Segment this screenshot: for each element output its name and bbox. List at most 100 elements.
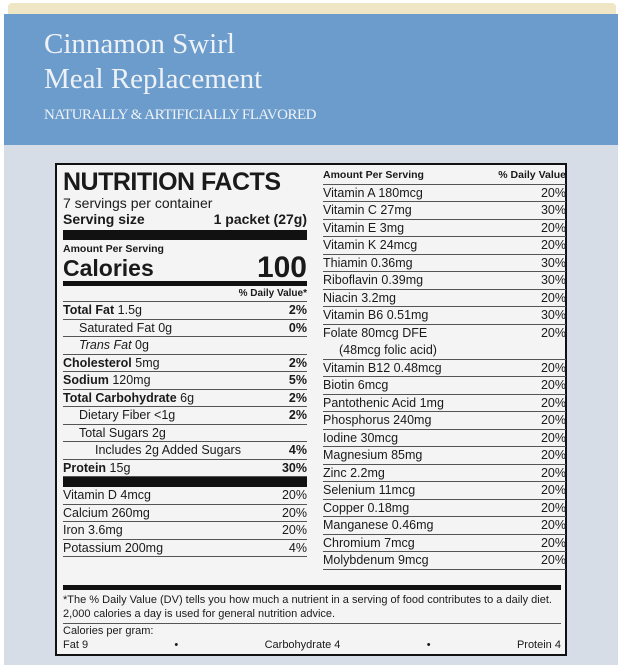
nutrient-row: Vitamin D 4mcg 20% xyxy=(63,487,307,505)
nutrient-label: Pantothenic Acid 1mg xyxy=(323,395,444,410)
daily-value: 4% xyxy=(288,540,307,555)
daily-value: 20% xyxy=(540,465,566,480)
nutrient-row: Vitamin C 27mg 30% xyxy=(323,202,566,220)
nutrient-label: Vitamin D 4mcg xyxy=(63,488,151,503)
nutrient-label: Folate 80mcg DFE xyxy=(323,326,428,341)
nutrient-label: Saturated Fat xyxy=(79,320,155,335)
nutrient-row: Riboflavin 0.39mg 30% xyxy=(323,272,566,290)
nutrient-name: Total Fat 1.5g xyxy=(63,303,142,317)
nutrient-name: Includes 2g Added Sugars xyxy=(95,443,241,457)
nutrient-label: Molybdenum 9mcg xyxy=(323,553,429,568)
nutrient-label: Chromium 7mcg xyxy=(323,535,415,550)
divider xyxy=(63,230,307,240)
nutrient-amount: 15g xyxy=(109,460,131,475)
nutrient-row: Potassium 200mg 4% xyxy=(63,540,307,557)
nutrient-amount: 0g xyxy=(135,338,149,353)
calories-value: 100 xyxy=(256,251,307,284)
daily-value: 20% xyxy=(540,448,566,463)
nutrient-row: Zinc 2.2mg 20% xyxy=(323,465,566,482)
nutrient-row: Saturated Fat 0g 0% xyxy=(63,320,307,337)
daily-value: 30% xyxy=(540,308,566,323)
nutrient-label: Riboflavin 0.39mg xyxy=(323,273,424,288)
nutrient-label: Vitamin B12 0.48mcg xyxy=(323,360,442,375)
nutrient-label: Total Fat xyxy=(63,303,115,318)
nutrient-name: Protein 15g xyxy=(63,461,130,475)
nutrient-amount: 2g xyxy=(151,425,166,440)
nutrient-label: Cholesterol xyxy=(63,355,132,370)
daily-value: 4% xyxy=(288,443,307,458)
footnote-area: *The % Daily Value (DV) tells you how mu… xyxy=(63,585,561,652)
daily-value: 2% xyxy=(288,355,307,370)
daily-value: 20% xyxy=(540,500,566,515)
nutrient-row: Iron 3.6mg 20% xyxy=(63,522,307,540)
nutrient-name: Total Carbohydrate 6g xyxy=(63,391,194,405)
nutrient-amount: 120mg xyxy=(112,373,151,388)
daily-value: 20% xyxy=(540,395,566,410)
nutrient-name: Dietary Fiber <1g xyxy=(79,408,175,422)
nutrient-label: Magnesium 85mg xyxy=(323,448,423,463)
nutrient-name: Vitamin K 24mcg xyxy=(323,238,417,252)
nutrient-label: Vitamin A 180mcg xyxy=(323,185,423,200)
daily-value: 20% xyxy=(540,535,566,550)
nutrient-row: Pantothenic Acid 1mg 20% xyxy=(323,395,566,412)
nutrient-name: Molybdenum 9mcg xyxy=(323,553,429,567)
nutrient-amount: <1g xyxy=(154,408,176,423)
amount-per-serving: Amount Per Serving xyxy=(63,243,164,255)
daily-value: 0% xyxy=(288,320,307,335)
nutrient-label: Copper 0.18mg xyxy=(323,500,410,515)
nutrient-label: Calcium 260mg xyxy=(63,505,150,520)
daily-value: 5% xyxy=(288,373,307,388)
nutrient-name: Vitamin C 27mg xyxy=(323,203,412,217)
nutrient-name: Iron 3.6mg xyxy=(63,523,123,537)
serving-size-value: 1 packet (27g) xyxy=(213,211,307,227)
nutrient-name: Biotin 6mcg xyxy=(323,378,388,392)
divider xyxy=(63,585,561,590)
bullet: • xyxy=(426,639,431,651)
divider xyxy=(63,477,307,487)
daily-value: 20% xyxy=(281,505,307,520)
nutrient-label: Phosphorus 240mg xyxy=(323,413,432,428)
daily-value: 20% xyxy=(540,185,566,200)
daily-value: 20% xyxy=(540,483,566,498)
nutrient-row: Vitamin K 24mcg 20% xyxy=(323,237,566,255)
nutrient-row: Vitamin B6 0.51mg 30% xyxy=(323,307,566,325)
nutrient-name: Folate 80mcg DFE xyxy=(323,326,427,340)
nutrient-name: Pantothenic Acid 1mg xyxy=(323,396,444,410)
nutrient-row: Sodium 120mg 5% xyxy=(63,372,307,390)
nutrient-row: Total Carbohydrate 6g 2% xyxy=(63,390,307,407)
calories-per-gram: Calories per gram: xyxy=(63,625,154,637)
box-top xyxy=(8,3,616,17)
nutrient-label: Iodine 30mcg xyxy=(323,430,399,445)
nutrient-row: Trans Fat 0g xyxy=(63,337,307,355)
dv-header-right: % Daily Value xyxy=(498,169,566,182)
nutrient-name: Thiamin 0.36mg xyxy=(323,256,413,270)
nutrient-row: Includes 2g Added Sugars 4% xyxy=(63,442,307,460)
nutrient-row: Vitamin B12 0.48mcg 20% xyxy=(323,360,566,377)
flavor-note: NATURALLY & ARTIFICIALLY FLAVORED xyxy=(44,107,316,123)
nutrient-row: Biotin 6mcg 20% xyxy=(323,377,566,395)
amount-header: Amount Per Serving xyxy=(323,169,424,182)
nutrient-name: Magnesium 85mg xyxy=(323,448,422,462)
product-name: Cinnamon Swirl xyxy=(44,28,235,60)
nutrient-amount: 0g xyxy=(158,320,173,335)
nutrient-name: (48mcg folic acid) xyxy=(339,343,437,357)
nutrient-name: Vitamin D 4mcg xyxy=(63,488,151,502)
nutrient-name: Niacin 3.2mg xyxy=(323,291,396,305)
daily-value: 20% xyxy=(540,518,566,533)
nutrient-label: Dietary Fiber xyxy=(79,408,151,423)
nutrient-row: Protein 15g 30% xyxy=(63,460,307,477)
right-column: Amount Per Serving % Daily Value Vitamin … xyxy=(323,167,566,570)
title-band xyxy=(4,14,618,145)
nutrient-row: Chromium 7mcg 20% xyxy=(323,535,566,552)
daily-value: 20% xyxy=(540,220,566,235)
daily-value: 20% xyxy=(281,523,307,538)
nutrient-row: Niacin 3.2mg 20% xyxy=(323,290,566,307)
daily-value: 2% xyxy=(288,390,307,405)
nutrient-name: Selenium 11mcg xyxy=(323,483,415,497)
nutrient-label: Niacin 3.2mg xyxy=(323,290,396,305)
nutrient-name: Phosphorus 240mg xyxy=(323,413,431,427)
daily-value: 30% xyxy=(540,273,566,288)
daily-value: 20% xyxy=(540,326,566,341)
nutrient-label: Sodium xyxy=(63,373,109,388)
calories-label: Calories xyxy=(63,255,154,281)
